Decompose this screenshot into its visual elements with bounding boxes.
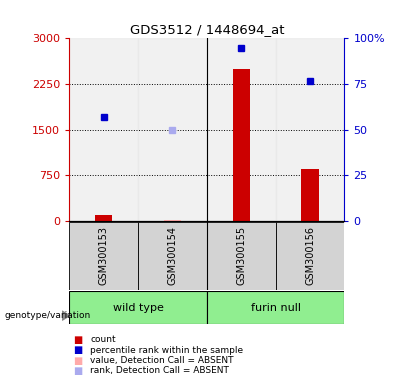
Text: value, Detection Call = ABSENT: value, Detection Call = ABSENT: [90, 356, 234, 365]
Bar: [233, 69, 250, 221]
Bar: [207, 222, 276, 290]
Bar: [276, 38, 344, 221]
Bar: [207, 291, 344, 324]
Text: ■: ■: [74, 335, 83, 345]
Text: ■: ■: [74, 345, 83, 355]
Text: GSM300155: GSM300155: [236, 226, 246, 285]
Bar: [69, 222, 138, 290]
Bar: [164, 220, 181, 221]
Text: GSM300156: GSM300156: [305, 226, 315, 285]
Bar: [69, 291, 207, 324]
Bar: [207, 38, 276, 221]
Bar: [276, 222, 344, 290]
Polygon shape: [62, 311, 70, 320]
Text: GSM300153: GSM300153: [99, 226, 109, 285]
Bar: [95, 215, 112, 221]
Text: genotype/variation: genotype/variation: [4, 311, 90, 320]
Text: percentile rank within the sample: percentile rank within the sample: [90, 346, 244, 355]
Bar: [138, 222, 207, 290]
Text: wild type: wild type: [113, 303, 163, 313]
Text: furin null: furin null: [251, 303, 301, 313]
Text: GSM300154: GSM300154: [168, 226, 178, 285]
Bar: [69, 38, 138, 221]
Bar: [138, 38, 207, 221]
Title: GDS3512 / 1448694_at: GDS3512 / 1448694_at: [130, 23, 284, 36]
Bar: [302, 169, 319, 221]
Text: ■: ■: [74, 366, 83, 376]
Text: count: count: [90, 335, 116, 344]
Text: ■: ■: [74, 356, 83, 366]
Text: rank, Detection Call = ABSENT: rank, Detection Call = ABSENT: [90, 366, 229, 376]
